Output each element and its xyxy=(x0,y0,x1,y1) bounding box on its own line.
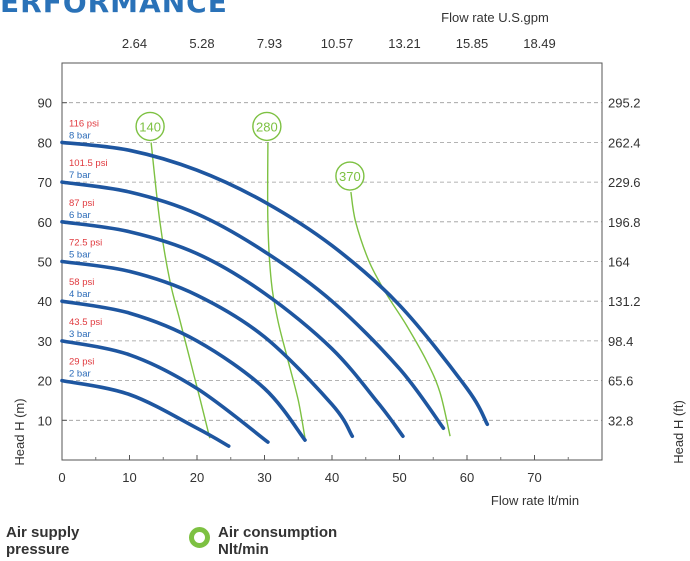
x-axis-title: Flow rate lt/min xyxy=(491,493,579,508)
y-tick-label: 20 xyxy=(38,374,52,389)
pressure-curve-3-bar xyxy=(60,339,270,444)
air-consumption-marker xyxy=(335,161,365,191)
y-tick-label: 50 xyxy=(38,255,52,270)
legend-pressure-line2: pressure xyxy=(6,541,70,558)
top-axis-tick-label: 13.21 xyxy=(388,36,421,51)
legend-air-line1: Air consumption xyxy=(218,524,338,541)
legend-pressure-label: Air supply pressure xyxy=(6,524,79,558)
top-axis-tick-label: 10.57 xyxy=(321,36,354,51)
air-consumption-curve-140 xyxy=(150,142,211,439)
y-tick-label: 90 xyxy=(38,96,52,111)
series-psi-label: 101.5 psi xyxy=(69,158,108,169)
series-psi-label: 58 psi xyxy=(69,277,94,288)
series-bar-label: 7 bar xyxy=(69,170,91,181)
air-consumption-label: 280 xyxy=(256,119,278,134)
air-consumption-label: 140 xyxy=(139,119,161,134)
x-tick-label: 10 xyxy=(122,470,136,485)
x-tick-label: 50 xyxy=(392,470,406,485)
series-psi-label: 116 psi xyxy=(69,118,99,129)
right-axis-tick-label: 295.2 xyxy=(608,96,641,111)
pressure-curve-5-bar xyxy=(60,259,355,438)
right-axis-tick-label: 65.6 xyxy=(608,374,633,389)
legend-air-line2: Nlt/min xyxy=(218,541,269,558)
pressure-curve-4-bar xyxy=(60,299,307,442)
top-axis-tick-label: 15.85 xyxy=(456,36,489,51)
right-axis-tick-label: 164 xyxy=(608,255,630,270)
y-tick-label: 10 xyxy=(38,413,52,428)
top-axis-tick-label: 5.28 xyxy=(189,36,214,51)
x-tick-label: 30 xyxy=(257,470,271,485)
pressure-curve-7-bar xyxy=(60,180,446,430)
air-consumption-marker xyxy=(252,111,282,142)
series-psi-label: 29 psi xyxy=(69,357,94,368)
x-tick-label: 0 xyxy=(58,470,65,485)
x-tick-label: 20 xyxy=(190,470,204,485)
top-axis-tick-label: 18.49 xyxy=(523,36,556,51)
pressure-curve-6-bar xyxy=(60,220,405,438)
air-consumption-marker xyxy=(135,111,165,142)
series-bar-label: 8 bar xyxy=(69,130,91,141)
series-bar-label: 5 bar xyxy=(69,250,91,261)
series-psi-label: 72.5 psi xyxy=(69,238,102,249)
air-consumption-legend-icon xyxy=(189,527,210,548)
legend-air-label: Air consumption Nlt/min xyxy=(218,524,337,558)
right-axis-tick-label: 262.4 xyxy=(608,135,641,150)
legend-pressure-line1: Air supply xyxy=(6,524,80,541)
y-tick-label: 70 xyxy=(38,175,52,190)
series-bar-label: 4 bar xyxy=(69,289,91,300)
right-axis-tick-label: 229.6 xyxy=(608,175,641,190)
top-axis-tick-label: 2.64 xyxy=(122,36,147,51)
y-tick-label: 40 xyxy=(38,294,52,309)
pressure-curve-2-bar xyxy=(60,378,231,448)
y-tick-label: 60 xyxy=(38,215,52,230)
y-tick-label: 30 xyxy=(38,334,52,349)
right-axis-tick-label: 98.4 xyxy=(608,334,633,349)
series-psi-label: 43.5 psi xyxy=(69,317,102,328)
series-psi-label: 87 psi xyxy=(69,198,94,209)
series-bar-label: 2 bar xyxy=(69,369,91,380)
page-heading: ERFORMANCE xyxy=(0,0,228,19)
top-axis-title: Flow rate U.S.gpm xyxy=(441,10,549,25)
y-axis-title: Head H (m) xyxy=(12,398,27,465)
right-axis-title: Head H (ft) xyxy=(671,400,686,464)
right-axis-tick-label: 32.8 xyxy=(608,413,633,428)
right-axis-tick-label: 131.2 xyxy=(608,294,641,309)
air-consumption-label: 370 xyxy=(339,169,361,184)
air-consumption-curve-280 xyxy=(266,142,306,439)
air-consumption-curve-370 xyxy=(350,191,451,437)
x-tick-label: 60 xyxy=(460,470,474,485)
x-tick-label: 70 xyxy=(527,470,541,485)
x-tick-label: 40 xyxy=(325,470,339,485)
right-axis-tick-label: 196.8 xyxy=(608,215,641,230)
series-bar-label: 3 bar xyxy=(69,329,91,340)
series-bar-label: 6 bar xyxy=(69,210,91,221)
pressure-curve-8-bar xyxy=(60,140,490,427)
y-tick-label: 80 xyxy=(38,135,52,150)
top-axis-tick-label: 7.93 xyxy=(257,36,282,51)
